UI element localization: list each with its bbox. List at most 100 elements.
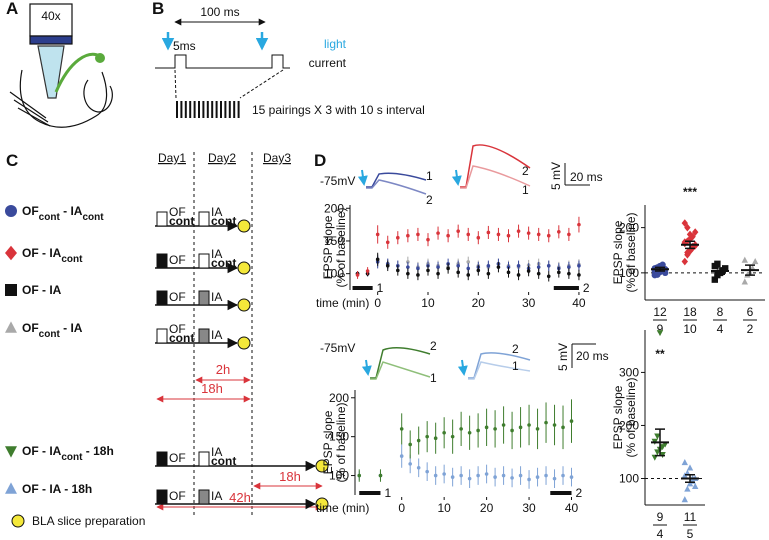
trace — [468, 352, 531, 379]
data-point — [536, 232, 541, 237]
data-point — [446, 233, 450, 238]
panel-label: A — [6, 0, 18, 18]
label-part: - IA — [60, 321, 83, 335]
data-point — [399, 454, 404, 458]
trace-label: 1 — [430, 371, 437, 385]
data-point — [396, 268, 400, 273]
label-part: - IA — [60, 204, 83, 218]
scale-label: 20 ms — [570, 170, 603, 184]
path — [9, 91, 51, 127]
trace-label: 2 — [512, 342, 519, 356]
row-marker — [5, 284, 17, 296]
data-point — [484, 425, 489, 430]
y-tick-label: 150 — [324, 234, 344, 248]
session-box — [156, 253, 168, 269]
trace-label: 2 — [426, 193, 433, 207]
data-point — [557, 270, 561, 275]
data-point — [569, 475, 574, 479]
rest-label: -75mV — [320, 341, 355, 355]
data-point — [466, 232, 471, 237]
epoch-bar — [359, 491, 381, 495]
data-point — [681, 257, 688, 266]
x-tick-label: 40 — [565, 501, 579, 515]
trace — [370, 361, 431, 380]
scale-bar — [571, 343, 596, 368]
scale-label: 20 ms — [576, 349, 609, 363]
data-point — [426, 268, 430, 273]
session-label: OF — [169, 451, 186, 465]
data-point — [526, 231, 531, 235]
session-label: OF — [169, 205, 186, 219]
label-part: cont — [39, 212, 61, 223]
session-box — [156, 211, 168, 227]
label-part: OF — [22, 204, 39, 218]
session-label: OF — [169, 322, 186, 336]
data-point — [406, 271, 410, 276]
epoch-label: 1 — [384, 486, 391, 500]
data-point — [378, 473, 383, 478]
data-point — [375, 257, 380, 262]
session-label: IA — [211, 247, 222, 261]
data-point — [436, 231, 440, 235]
objective-label: 40x — [41, 9, 60, 23]
y-axis-label: EPSP slope — [321, 215, 335, 279]
data-point — [654, 271, 661, 278]
scale-bar — [564, 163, 590, 186]
data-point — [752, 258, 759, 265]
data-point — [466, 273, 471, 277]
significance: ** — [655, 347, 665, 361]
data-point — [385, 264, 390, 268]
x-tick-label: 20 — [472, 296, 486, 310]
label-part: OF - IA — [22, 246, 62, 260]
data-point — [357, 473, 362, 478]
epoch-bar — [553, 286, 579, 290]
data-point — [426, 237, 430, 242]
data-point — [516, 264, 521, 268]
session-box — [198, 253, 210, 269]
data-point — [501, 423, 506, 427]
data-point — [527, 423, 531, 427]
x-tick-label: 0 — [374, 296, 381, 310]
day-label: Day2 — [208, 151, 236, 165]
session-label: OF — [169, 290, 186, 304]
x-tick-label: 30 — [522, 501, 536, 515]
data-point — [442, 472, 446, 476]
legend-label: BLA slice preparation — [32, 514, 145, 528]
data-point — [686, 464, 694, 471]
data-point — [433, 436, 438, 441]
session-label: IA — [211, 445, 222, 459]
x-axis-label: time (min) — [316, 501, 369, 515]
session-box — [198, 328, 210, 344]
data-point — [496, 265, 501, 269]
slice-marker — [237, 219, 251, 233]
data-point — [516, 229, 521, 233]
sem-bar — [655, 266, 665, 272]
label-part: cont — [61, 254, 83, 265]
legend-icon — [11, 514, 25, 528]
data-point — [577, 264, 581, 268]
y-axis-label: (% of baseline) — [334, 402, 348, 482]
session-label: IA — [211, 205, 222, 219]
sem-bar — [715, 267, 725, 275]
data-point — [476, 428, 480, 433]
n-label: 18 — [683, 305, 697, 319]
label-part: OF - IA — [22, 283, 62, 297]
y-tick-label: 100 — [619, 471, 639, 485]
session-box — [198, 489, 210, 505]
data-point — [484, 472, 489, 476]
data-point — [686, 230, 694, 239]
data-point — [466, 260, 471, 264]
data-point — [486, 271, 491, 276]
row-label: OF - IA - 18h — [22, 482, 92, 496]
data-point — [681, 496, 688, 503]
data-point — [659, 261, 666, 268]
row-label: OF - IAcont - 18h — [22, 444, 114, 463]
y-tick-label: 200 — [619, 418, 639, 432]
session-label: OF — [169, 253, 186, 267]
rect — [29, 3, 73, 37]
session-box — [198, 211, 210, 227]
light-arrow — [357, 169, 368, 186]
interval-label: 100 ms — [200, 5, 239, 19]
data-point — [493, 475, 497, 479]
